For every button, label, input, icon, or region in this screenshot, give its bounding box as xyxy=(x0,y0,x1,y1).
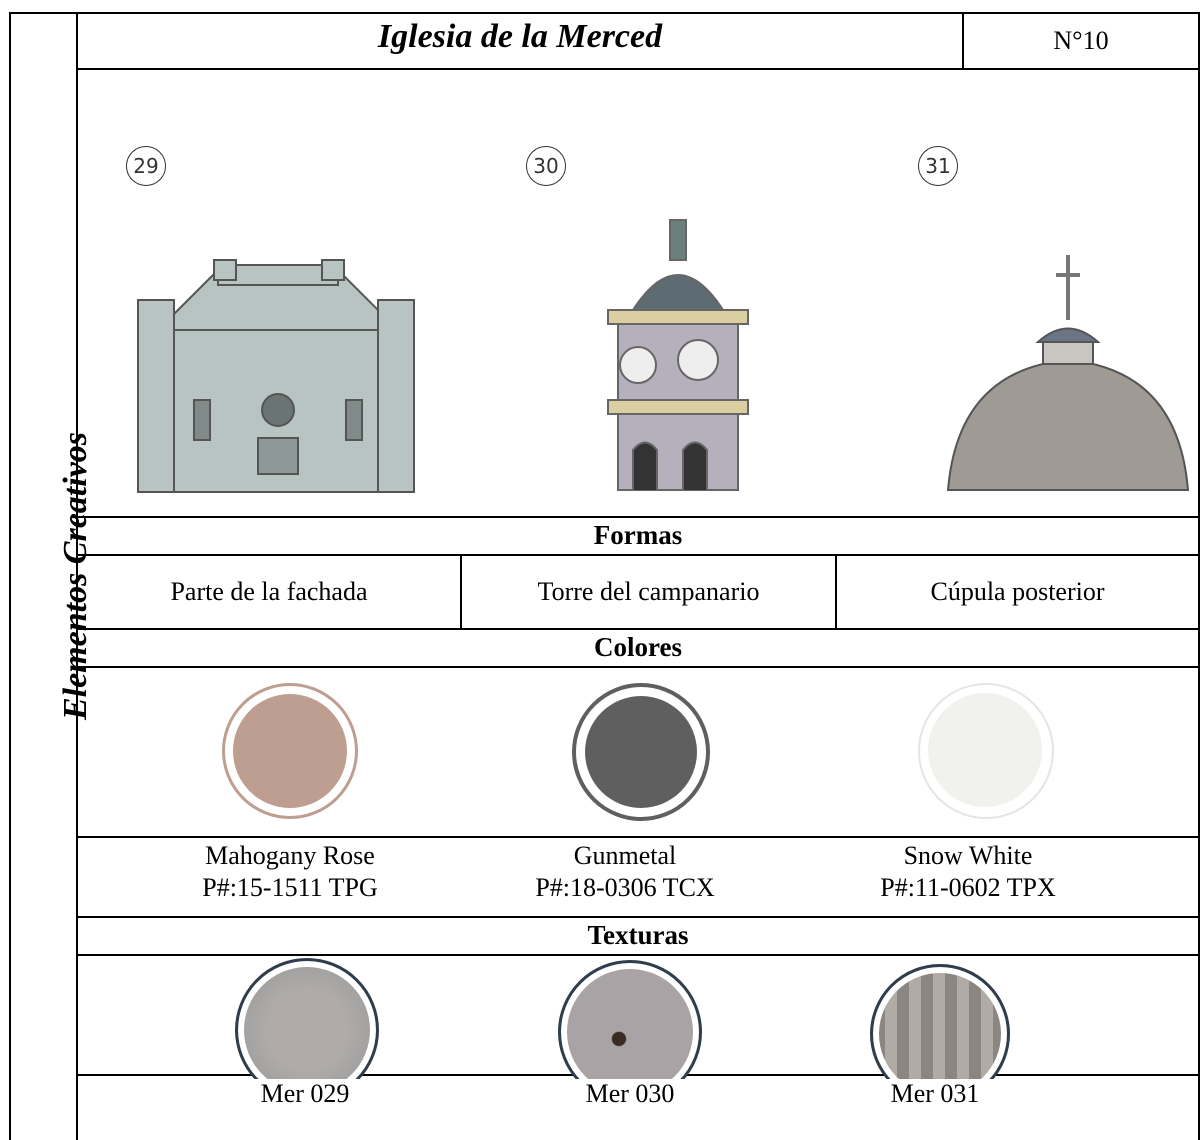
border xyxy=(962,12,964,69)
shape-label: Torre del campanario xyxy=(537,577,760,606)
border xyxy=(76,836,1200,838)
color-name: Mahogany Rose xyxy=(205,841,375,870)
color-ring xyxy=(572,683,710,821)
color-code: P#:15-1511 TPG xyxy=(202,873,378,902)
image-number: 30 xyxy=(526,146,566,186)
border xyxy=(460,554,462,629)
color-name: Gunmetal xyxy=(573,841,677,870)
shape-label: Cúpula posterior xyxy=(930,577,1105,606)
border xyxy=(9,12,1200,14)
facade xyxy=(137,259,415,493)
border xyxy=(76,628,1200,630)
border xyxy=(835,554,837,629)
texture xyxy=(558,960,702,1104)
color-swatch xyxy=(585,696,697,808)
texture-label: Mer 030 xyxy=(505,1079,755,1109)
border xyxy=(76,554,1200,556)
border xyxy=(76,516,1200,518)
texture-label: Mer 029 xyxy=(180,1079,430,1109)
texture-label: Mer 031 xyxy=(810,1079,1060,1109)
color-swatch xyxy=(928,693,1042,807)
bell-tower xyxy=(607,219,749,491)
color-ring xyxy=(222,683,358,819)
dome xyxy=(946,255,1190,491)
color-code: P#:11-0602 TPX xyxy=(880,873,1056,902)
shape-label: Parte de la fachada xyxy=(170,577,368,606)
image-number: 29 xyxy=(126,146,166,186)
color-ring xyxy=(918,683,1054,819)
border xyxy=(9,12,11,1140)
color-code: P#:18-0306 TCX xyxy=(535,873,715,902)
section-title: Formas xyxy=(593,520,683,550)
texture xyxy=(235,958,379,1102)
illustrations xyxy=(137,219,1190,493)
border xyxy=(1198,12,1200,1140)
section-title: Colores xyxy=(594,632,682,662)
sheet-number: N°10 xyxy=(1053,26,1109,55)
border xyxy=(76,916,1200,918)
border xyxy=(76,666,1200,668)
border xyxy=(76,12,78,1140)
section-title: Texturas xyxy=(587,920,689,950)
color-swatch xyxy=(233,694,347,808)
color-name: Snow White xyxy=(903,841,1033,870)
title: Iglesia de la Merced xyxy=(377,18,663,55)
border xyxy=(76,68,1200,70)
image-number: 31 xyxy=(918,146,958,186)
border xyxy=(76,954,1200,956)
